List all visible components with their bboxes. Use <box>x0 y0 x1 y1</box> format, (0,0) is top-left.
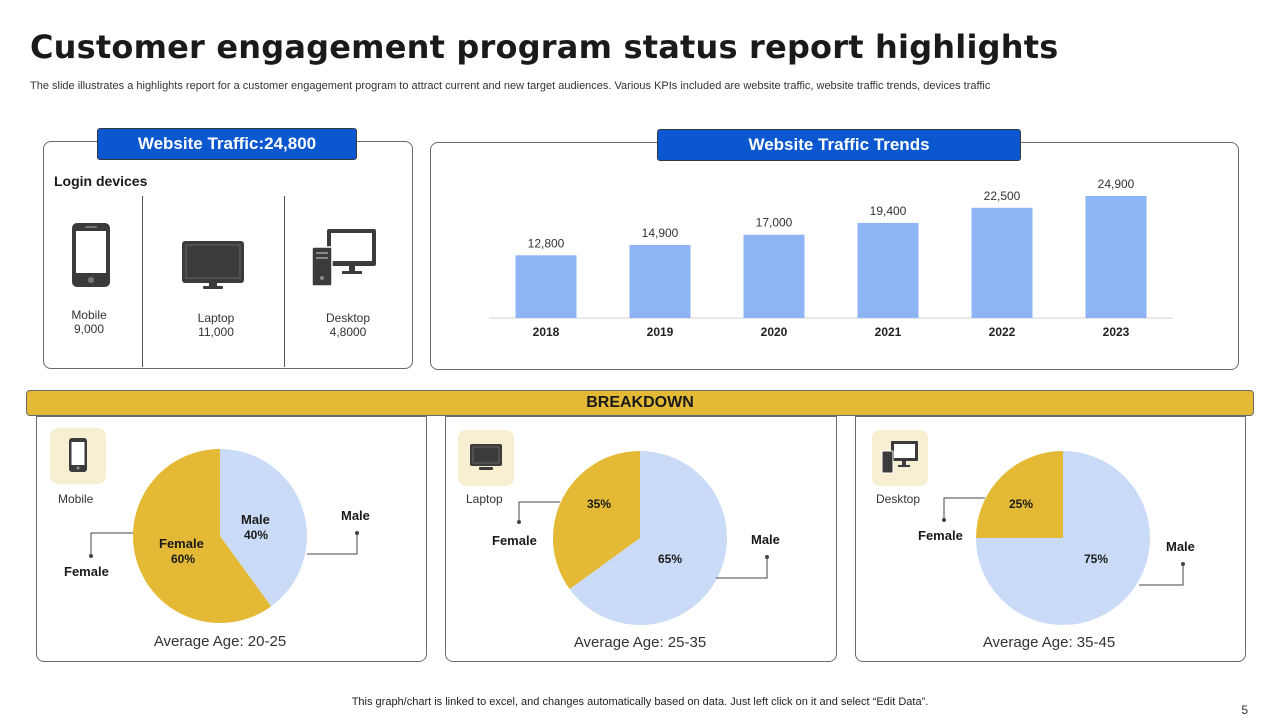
bar-2021 <box>857 222 919 318</box>
bar-value-label: 19,400 <box>870 204 907 218</box>
pie-mobile-male-slice-name: Male <box>241 512 270 527</box>
device-divider <box>284 196 285 367</box>
mobile-breakdown-label: Mobile <box>58 492 94 506</box>
laptop-breakdown-label: Laptop <box>466 492 503 506</box>
desktop-breakdown-label: Desktop <box>876 492 921 506</box>
laptop-icon <box>470 444 502 470</box>
pie-leader-line <box>518 501 560 522</box>
bar-value-label: 22,500 <box>984 189 1021 203</box>
x-tick-label: 2020 <box>761 325 788 339</box>
device-desktop-value: 4,8000 <box>329 325 367 339</box>
bar-2022 <box>971 207 1033 318</box>
device-desktop-name: Desktop <box>325 311 371 325</box>
login-devices-heading: Login devices <box>54 173 148 189</box>
x-tick-label: 2018 <box>533 325 560 339</box>
breakdown-banner: BREAKDOWN <box>26 390 1254 416</box>
mobile-phone-icon <box>69 438 87 472</box>
pie-mobile-female-label: Female <box>64 564 109 579</box>
laptop-average-age: Average Age: 25-35 <box>573 634 707 651</box>
desktop-icon <box>311 229 376 287</box>
pie-mobile-female-pct: 60% <box>171 552 196 566</box>
bar-2023 <box>1085 196 1147 318</box>
pie-mobile-male-label: Male <box>341 508 370 523</box>
x-tick-label: 2022 <box>989 325 1016 339</box>
pie-desktop-female-pct: 25% <box>1009 497 1034 511</box>
pie-slice-laptop-male <box>569 451 727 625</box>
pie-laptop-male-label: Male <box>751 532 780 547</box>
bar-2018 <box>515 255 577 318</box>
pie-leader-dot <box>355 531 359 535</box>
desktop-icon <box>881 441 918 474</box>
pie-leader-line <box>716 557 768 579</box>
pie-laptop-female-pct: 35% <box>587 497 612 511</box>
bar-2019 <box>629 244 691 318</box>
pie-slice-desktop-female <box>976 451 1063 538</box>
pie-mobile-male-pct: 40% <box>244 528 269 542</box>
bar-value-label: 14,900 <box>642 226 679 240</box>
page-number: 5 <box>1241 703 1248 717</box>
pie-slice-mobile-female <box>133 449 272 623</box>
pie-leader-dot <box>765 555 769 559</box>
pie-desktop-male-label: Male <box>1166 539 1195 554</box>
pie-leader-dot <box>1181 562 1185 566</box>
device-laptop-value: 11,000 <box>198 325 234 339</box>
device-divider <box>142 196 143 367</box>
x-tick-label: 2023 <box>1103 325 1130 339</box>
pie-leader-line <box>90 532 133 556</box>
page-subtitle: The slide illustrates a highlights repor… <box>30 80 991 92</box>
x-tick-label: 2021 <box>875 325 902 339</box>
pie-laptop-female-label: Female <box>492 533 537 548</box>
pie-leader-dot <box>89 554 93 558</box>
pie-mobile-female-slice-name: Female <box>159 536 204 551</box>
bar-value-label: 17,000 <box>756 216 793 230</box>
desktop-average-age: Average Age: 35-45 <box>982 634 1116 651</box>
website-traffic-tab: Website Traffic:24,800 <box>97 128 357 160</box>
mobile-average-age: Average Age: 20-25 <box>153 633 287 650</box>
pie-desktop-male-pct: 75% <box>1084 552 1109 566</box>
bar-value-label: 12,800 <box>528 236 565 250</box>
pie-leader-dot <box>942 518 946 522</box>
device-mobile-value: 9,000 <box>73 322 105 336</box>
bar-2020 <box>743 234 805 318</box>
device-laptop-name: Laptop <box>197 311 235 325</box>
device-mobile-name: Mobile <box>71 308 107 322</box>
pie-leader-line <box>307 533 358 555</box>
traffic-trends-bar-chart: 12,800 2018 14,900 2019 17,000 2020 19,400 2021… <box>489 177 1173 339</box>
x-tick-label: 2019 <box>647 325 674 339</box>
pie-leader-line <box>943 497 985 520</box>
page-title: Customer engagement program status repor… <box>30 28 1059 66</box>
pie-desktop-female-label: Female <box>918 528 963 543</box>
pie-slice-laptop-female <box>553 450 640 590</box>
pie-laptop-male-pct: 65% <box>658 552 683 566</box>
mobile-phone-icon <box>72 223 110 287</box>
bar-value-label: 24,900 <box>1098 177 1135 191</box>
footer-note: This graph/chart is linked to excel, and… <box>351 696 929 708</box>
traffic-trends-tab: Website Traffic Trends <box>657 129 1021 161</box>
pie-leader-dot <box>517 520 521 524</box>
pie-leader-line <box>1139 564 1184 586</box>
pie-slice-mobile-male <box>220 449 307 607</box>
laptop-icon <box>182 241 244 289</box>
